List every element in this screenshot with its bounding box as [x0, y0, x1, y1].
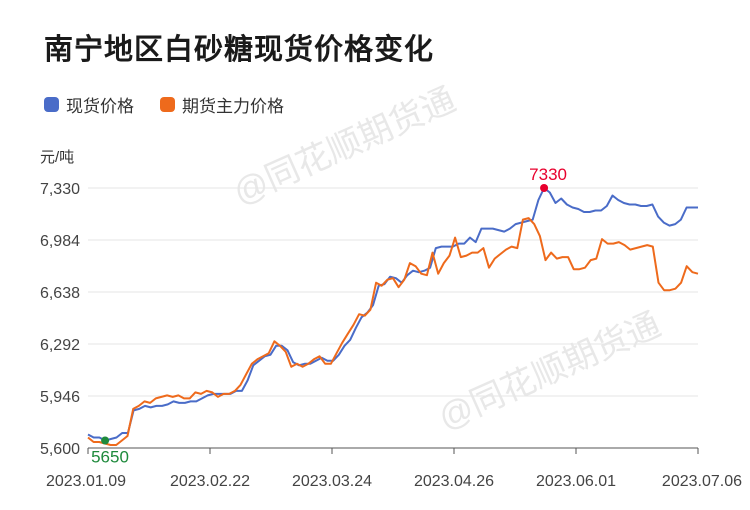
x-tick-label: 2023.02.22 — [170, 473, 250, 490]
min-marker-dot — [101, 436, 110, 445]
y-tick-label: 6,984 — [40, 233, 80, 250]
legend-swatch-spot — [44, 97, 59, 112]
x-tick-label: 2023.06.01 — [536, 473, 616, 490]
max-marker-dot — [540, 184, 549, 192]
legend-item-spot[interactable]: 现货价格 — [44, 92, 134, 117]
y-tick-label: 5,946 — [40, 389, 80, 406]
legend-swatch-futures — [160, 97, 175, 112]
legend-label-spot: 现货价格 — [66, 97, 134, 116]
markers: 7330 5650 — [91, 165, 567, 466]
y-axis-unit: 元/吨 — [40, 149, 75, 166]
max-marker-label: 7330 — [529, 165, 567, 184]
y-tick-label: 7,330 — [40, 181, 80, 198]
series-line-spot — [87, 187, 698, 442]
series-line-futures — [87, 217, 699, 446]
legend: 现货价格 期货主力价格 — [44, 92, 310, 117]
y-axis-ticks: 5,600 5,946 6,292 6,638 6,984 7,330 — [40, 181, 80, 458]
chart-title: 南宁地区白砂糖现货价格变化 — [44, 34, 435, 66]
x-axis: 2023.01.09 2023.02.22 2023.03.24 2023.04.26… — [46, 447, 742, 490]
watermark-top: @同花顺期货通 — [228, 81, 461, 213]
watermark-bottom: @同花顺期货通 — [433, 306, 666, 438]
x-tick-label: 2023.04.26 — [414, 473, 494, 490]
min-marker-label: 5650 — [91, 447, 129, 466]
x-tick-label: 2023.01.09 — [46, 473, 126, 490]
x-tick-label: 2023.07.06 — [662, 473, 742, 490]
y-tick-label: 6,638 — [40, 285, 80, 302]
grid-lines — [88, 187, 698, 397]
y-tick-label: 5,600 — [40, 441, 80, 458]
x-tick-label: 2023.03.24 — [292, 473, 372, 490]
series-lines — [87, 187, 699, 446]
y-tick-label: 6,292 — [40, 337, 80, 354]
legend-label-futures: 期货主力价格 — [182, 97, 284, 116]
legend-item-futures[interactable]: 期货主力价格 — [160, 92, 284, 117]
